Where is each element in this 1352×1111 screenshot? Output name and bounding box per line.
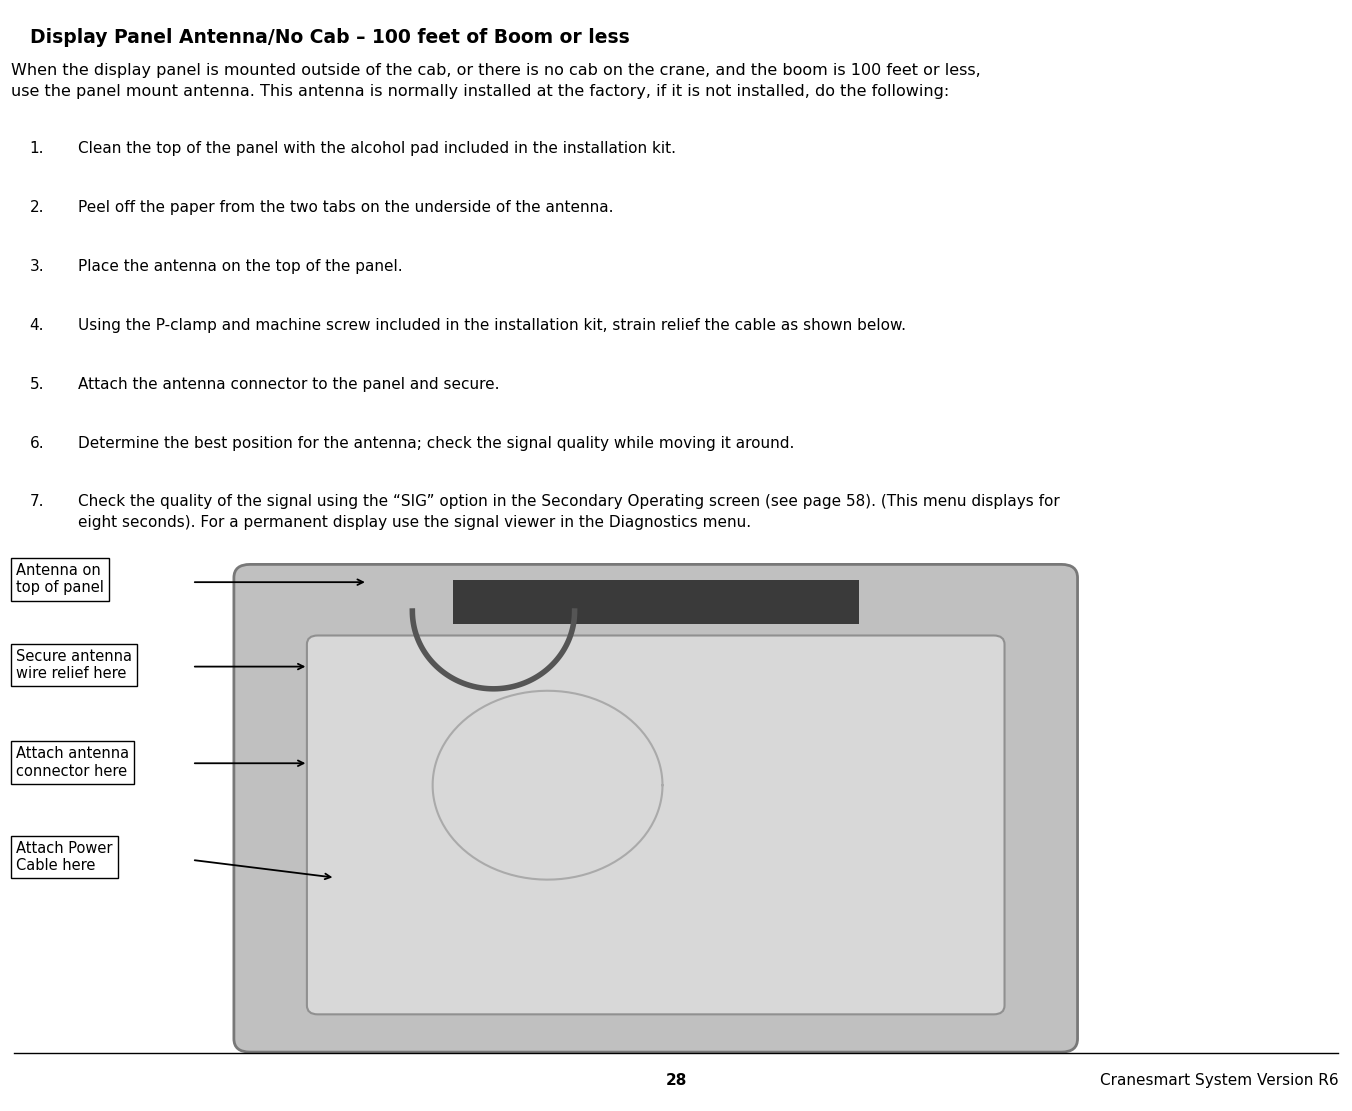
Text: 1.: 1. xyxy=(30,141,45,157)
Text: Using the P-clamp and machine screw included in the installation kit, strain rel: Using the P-clamp and machine screw incl… xyxy=(78,318,906,333)
Text: Determine the best position for the antenna; check the signal quality while movi: Determine the best position for the ante… xyxy=(78,436,795,451)
Text: 3.: 3. xyxy=(30,259,45,274)
Text: Cranesmart System Version R6: Cranesmart System Version R6 xyxy=(1101,1073,1338,1089)
Text: Attach the antenna connector to the panel and secure.: Attach the antenna connector to the pane… xyxy=(78,377,500,392)
Text: Secure antenna
wire relief here: Secure antenna wire relief here xyxy=(16,649,132,681)
Bar xyxy=(453,580,859,624)
Text: 5.: 5. xyxy=(30,377,45,392)
Text: Antenna on
top of panel: Antenna on top of panel xyxy=(16,563,104,595)
Text: 28: 28 xyxy=(665,1073,687,1089)
Text: Clean the top of the panel with the alcohol pad included in the installation kit: Clean the top of the panel with the alco… xyxy=(78,141,676,157)
Text: When the display panel is mounted outside of the cab, or there is no cab on the : When the display panel is mounted outsid… xyxy=(11,63,980,99)
Text: 7.: 7. xyxy=(30,494,45,510)
Text: 6.: 6. xyxy=(30,436,45,451)
Text: 2.: 2. xyxy=(30,200,45,216)
Text: 4.: 4. xyxy=(30,318,45,333)
FancyBboxPatch shape xyxy=(234,564,1078,1052)
Text: Attach Power
Cable here: Attach Power Cable here xyxy=(16,841,112,873)
Text: Check the quality of the signal using the “SIG” option in the Secondary Operatin: Check the quality of the signal using th… xyxy=(78,494,1060,530)
Text: Peel off the paper from the two tabs on the underside of the antenna.: Peel off the paper from the two tabs on … xyxy=(78,200,614,216)
FancyBboxPatch shape xyxy=(307,635,1005,1014)
Text: Place the antenna on the top of the panel.: Place the antenna on the top of the pane… xyxy=(78,259,403,274)
Text: Display Panel Antenna/No Cab – 100 feet of Boom or less: Display Panel Antenna/No Cab – 100 feet … xyxy=(30,28,630,47)
Text: Attach antenna
connector here: Attach antenna connector here xyxy=(16,747,130,779)
